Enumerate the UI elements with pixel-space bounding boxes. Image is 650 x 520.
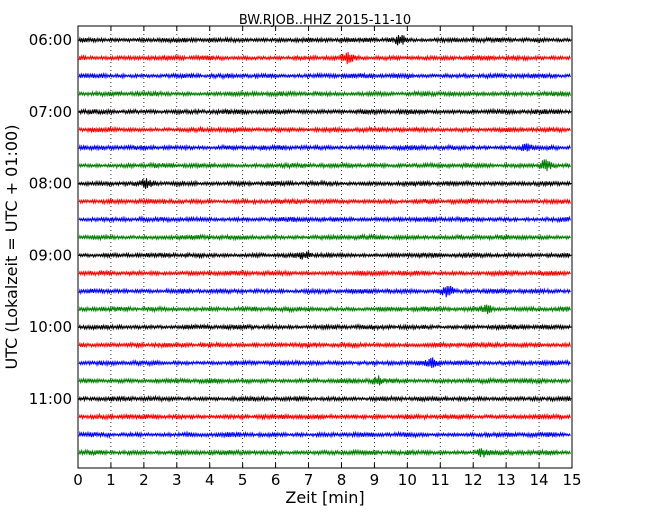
trace-row-11 [78, 233, 571, 242]
x-tick-label: 3 [172, 471, 182, 489]
x-tick-label: 1 [106, 471, 116, 489]
chart-title: BW.RJOB..HHZ 2015-11-10 [239, 13, 411, 28]
y-tick-label: 11:00 [29, 390, 72, 408]
x-tick-label: 10 [398, 471, 417, 489]
trace-row-15 [78, 304, 571, 315]
trace-row-23 [78, 448, 571, 458]
trace-row-5 [78, 125, 571, 134]
x-tick-label: 8 [337, 471, 347, 489]
trace-row-6 [78, 143, 571, 152]
trace-row-10 [78, 215, 571, 224]
x-tick-label: 13 [497, 471, 516, 489]
trace-row-17 [78, 340, 571, 350]
trace-row-8 [78, 178, 571, 189]
y-tick-label: 09:00 [29, 246, 72, 264]
x-tick-label: 11 [431, 471, 450, 489]
x-tick-label: 5 [238, 471, 248, 489]
trace-row-1 [78, 52, 571, 65]
y-tick-label: 08:00 [29, 175, 72, 193]
plot-frame [77, 25, 573, 469]
x-tick-label: 14 [530, 471, 549, 489]
x-ticks: 0 1 2 3 4 5 6 7 8 9 10 11 12 13 14 15 [73, 26, 582, 489]
trace-row-14 [78, 285, 571, 298]
x-tick-label: 4 [205, 471, 215, 489]
trace-row-19 [78, 375, 571, 386]
x-tick-label: 9 [370, 471, 380, 489]
y-tick-label: 10:00 [29, 318, 72, 336]
trace-row-16 [78, 322, 571, 332]
x-tick-label: 7 [304, 471, 314, 489]
traces [78, 34, 571, 458]
trace-row-9 [78, 197, 571, 206]
x-tick-label: 15 [562, 471, 581, 489]
x-tick-label: 0 [73, 471, 83, 489]
y-ticks: 06:00 07:00 08:00 09:00 10:00 11:00 [29, 31, 572, 408]
y-tick-label: 07:00 [29, 103, 72, 121]
trace-row-12 [78, 251, 571, 260]
trace-row-21 [78, 412, 571, 421]
trace-row-22 [78, 430, 571, 439]
trace-row-20 [78, 394, 571, 403]
x-tick-label: 2 [139, 471, 149, 489]
trace-row-0 [78, 34, 571, 46]
x-tick-label: 12 [464, 471, 483, 489]
trace-row-3 [78, 89, 571, 98]
trace-row-2 [78, 71, 571, 81]
x-tick-label: 6 [271, 471, 281, 489]
trace-row-7 [78, 159, 571, 172]
trace-row-18 [78, 357, 571, 368]
x-grid [110, 26, 540, 468]
trace-row-13 [78, 269, 571, 278]
trace-row-4 [78, 107, 571, 116]
x-axis-label: Zeit [min] [285, 488, 364, 507]
y-tick-label: 06:00 [29, 31, 72, 49]
y-axis-label: UTC (Lokalzeit = UTC + 01:00) [2, 125, 21, 370]
